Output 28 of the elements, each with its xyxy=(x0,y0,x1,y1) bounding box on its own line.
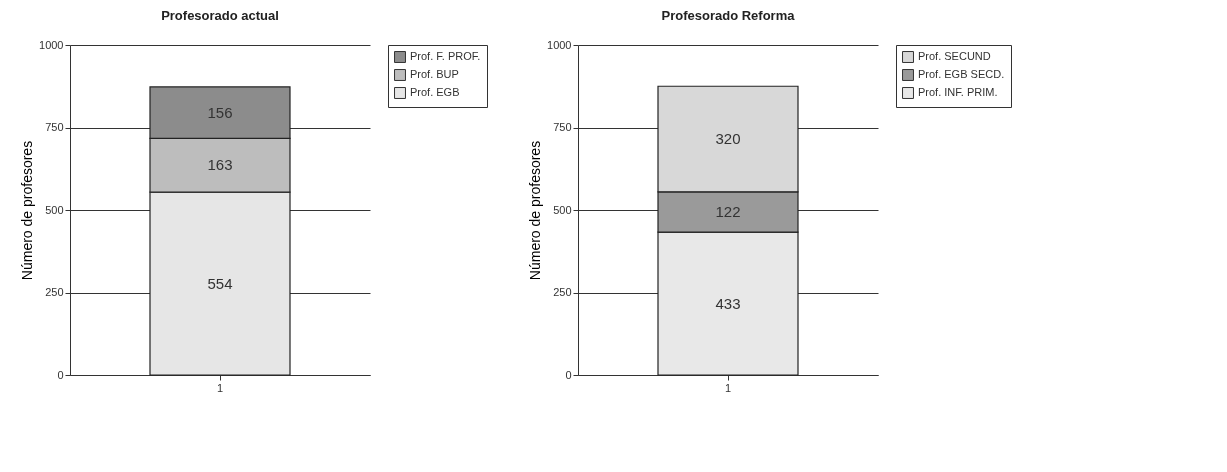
y-tick-label: 0 xyxy=(565,368,572,381)
chart-title: Profesorado actual xyxy=(161,8,279,23)
x-tick-label: 1 xyxy=(724,381,732,394)
legend-label: Prof. INF. PRIM. xyxy=(918,86,998,98)
y-tick-label: 750 xyxy=(553,121,572,133)
data-label: 433 xyxy=(715,294,741,312)
data-label: 554 xyxy=(207,274,233,292)
y-axis-title: Número de profesores xyxy=(527,140,544,281)
legend-label: Prof. F. PROF. xyxy=(410,50,481,62)
legend-label: Prof. EGB xyxy=(410,86,460,98)
legend-label: Prof. BUP xyxy=(410,68,459,80)
y-tick-label: 1000 xyxy=(39,38,64,51)
legend-label: Prof. EGB SECD. xyxy=(918,68,1005,80)
data-label: 122 xyxy=(715,202,741,220)
y-axis-title: Número de profesores xyxy=(19,140,36,281)
x-tick-label: 1 xyxy=(216,381,224,394)
data-label: 163 xyxy=(207,156,233,174)
y-tick-label: 250 xyxy=(45,286,64,298)
y-tick-label: 500 xyxy=(553,203,572,216)
y-tick-label: 0 xyxy=(57,368,64,381)
legend-label: Prof. SECUND xyxy=(918,50,991,62)
y-tick-label: 1000 xyxy=(547,38,572,51)
data-label: 320 xyxy=(715,130,741,148)
chart-title: Profesorado Reforma xyxy=(661,8,796,23)
y-tick-label: 250 xyxy=(553,286,572,298)
y-tick-label: 500 xyxy=(45,203,64,216)
data-label: 156 xyxy=(207,103,233,121)
y-tick-label: 750 xyxy=(45,121,64,133)
